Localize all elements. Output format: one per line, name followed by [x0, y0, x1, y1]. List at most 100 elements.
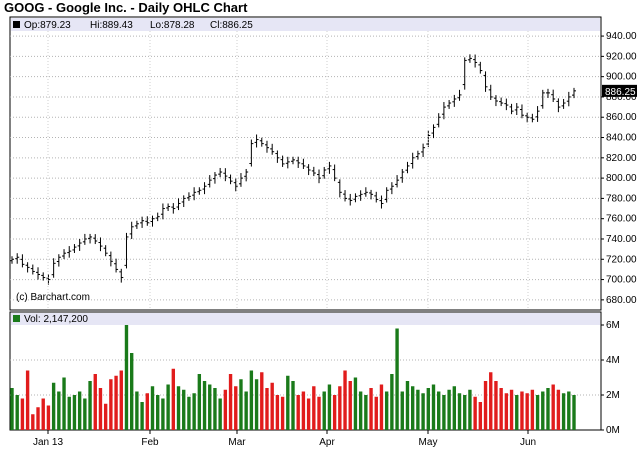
ohlc-bar [322, 166, 327, 179]
price-tick-label: 680.00 [606, 295, 637, 306]
volume-bar [286, 375, 290, 430]
price-tick-label: 740.00 [606, 234, 637, 245]
volume-bar [504, 393, 509, 430]
volume-bar [187, 396, 191, 430]
volume-bar [46, 405, 51, 430]
volume-bar [239, 379, 243, 430]
ohlc-bar [212, 172, 217, 184]
ohlc-bar [275, 150, 280, 163]
volume-bar [228, 374, 233, 430]
ohlc-bar [249, 139, 254, 167]
last-price-badge [602, 84, 637, 97]
ohlc-bar [441, 102, 446, 120]
volume-bar [509, 389, 514, 430]
volume-tick-label: 6M [606, 320, 620, 331]
price-tick-label: 860.00 [606, 112, 637, 123]
ohlc-bar [447, 99, 452, 109]
volume-bar [129, 353, 134, 430]
volume-bar [10, 388, 14, 430]
price-legend-bar [11, 18, 600, 31]
ohlc-bar [280, 155, 285, 167]
ohlc-bar [25, 262, 30, 273]
volume-bar [296, 395, 300, 430]
volume-bar [145, 393, 149, 430]
ohlc-bar [103, 245, 108, 257]
volume-bar [254, 379, 259, 430]
ohlc-bar [551, 89, 556, 103]
volume-tick-label: 2M [606, 390, 620, 401]
x-tick-label: Jun [520, 437, 536, 448]
volume-bar [103, 403, 108, 430]
ohlc-bar [561, 98, 566, 109]
ohlc-bar [540, 89, 545, 109]
volume-bar [88, 381, 92, 430]
volume-bar [489, 372, 493, 430]
ohlc-bar [88, 233, 93, 244]
volume-bar [478, 402, 483, 430]
volume-bar [416, 389, 420, 430]
legend-high: Hi:889.43 [90, 20, 133, 31]
ohlc-bar [405, 161, 410, 174]
ohlc-bar [358, 190, 363, 201]
ohlc-bar [171, 203, 176, 214]
volume-tick-label: 4M [606, 355, 620, 366]
ohlc-bar [51, 258, 56, 278]
ohlc-bar [493, 95, 498, 107]
ohlc-bar [228, 174, 233, 185]
ohlc-series [10, 54, 576, 285]
volume-bar [25, 370, 30, 430]
price-legend-swatch [13, 21, 20, 28]
volume-bar [364, 395, 368, 430]
ohlc-bar [186, 192, 191, 201]
ohlc-bar [379, 195, 384, 209]
price-tick-label: 780.00 [606, 193, 637, 204]
volume-bar [457, 393, 462, 430]
ohlc-bar [72, 244, 77, 253]
volume-bar [348, 381, 352, 430]
price-y-axis: 680.00 700.00 720.00 740.00 760.00 780.00 800.… [601, 31, 637, 306]
ohlc-bar [525, 112, 530, 123]
volume-bar [67, 396, 71, 430]
volume-bar [156, 395, 160, 430]
ohlc-bar [509, 103, 514, 115]
volume-bar [114, 375, 118, 430]
volume-bar [291, 381, 295, 430]
volume-bar [265, 388, 269, 430]
ohlc-bar [572, 87, 576, 99]
volume-legend-bar [11, 313, 600, 325]
ohlc-bar [259, 137, 264, 147]
ohlc-bar [134, 220, 139, 229]
ohlc-bar [181, 195, 186, 208]
volume-bar [442, 395, 446, 430]
ohlc-bar [93, 234, 98, 245]
volume-bar [15, 395, 19, 430]
price-gridlines [10, 35, 601, 301]
volume-series [10, 325, 576, 430]
volume-bar [499, 388, 503, 430]
ohlc-bar [483, 71, 488, 92]
price-panel [9, 16, 602, 311]
ohlc-bar [566, 91, 571, 107]
ohlc-bar [291, 156, 295, 165]
ohlc-bar [218, 167, 223, 178]
ohlc-bar [160, 203, 165, 220]
volume-legend-swatch [13, 315, 20, 322]
ohlc-bar [82, 233, 87, 245]
x-tick-label: Feb [141, 437, 159, 448]
ohlc-bar [202, 182, 207, 195]
volume-bar [567, 391, 571, 430]
ohlc-bar [410, 152, 415, 169]
volume-bar [213, 388, 217, 430]
volume-bar [244, 391, 248, 430]
volume-bar [234, 386, 238, 430]
ohlc-bar [519, 104, 524, 119]
ohlc-bar [488, 84, 493, 100]
ohlc-bar [62, 249, 67, 260]
ohlc-bar [504, 98, 509, 111]
ohlc-bar [301, 158, 306, 169]
ohlc-bar [233, 178, 238, 192]
ohlc-bar [332, 164, 337, 182]
volume-bar [322, 391, 326, 430]
volume-bar [546, 388, 550, 430]
